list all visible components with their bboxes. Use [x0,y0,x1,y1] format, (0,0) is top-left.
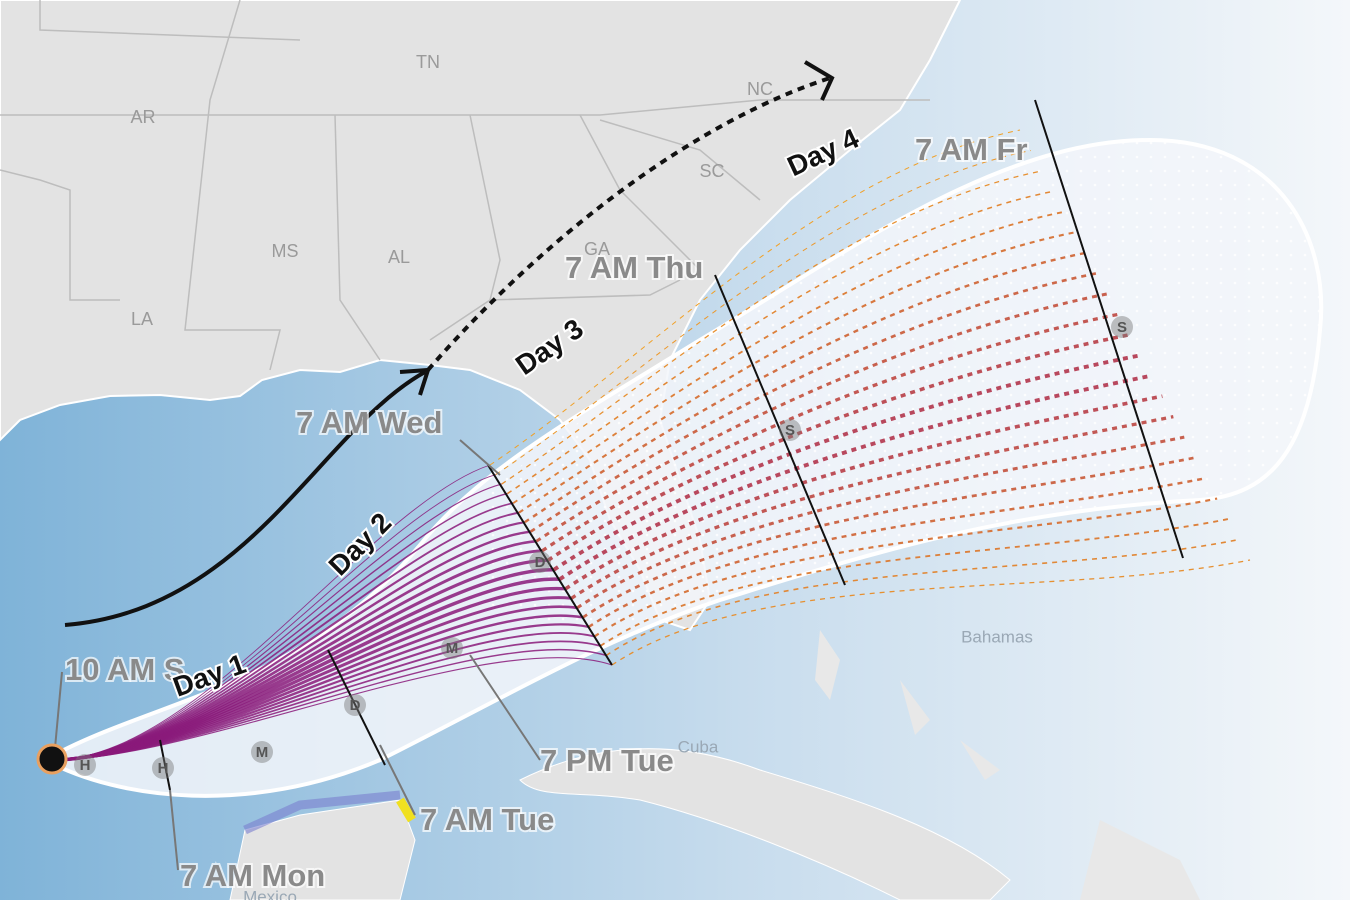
state-label: MS [272,241,299,261]
coast-warning-yellow [396,797,416,823]
place-label: Cuba [678,737,719,756]
time-label: 10 AM S [65,652,184,687]
time-label: 7 AM Fr [915,132,1028,167]
storm-marker [74,754,96,776]
storm-marker [779,419,801,441]
track-dashed [501,170,1043,485]
motion-arrow-dashed [426,76,831,372]
land-bahamas [815,630,1200,900]
state-label: TN [416,52,440,72]
storm-marker-label: D [350,697,361,714]
leader-lines [54,439,541,871]
storm-marker-label: M [446,640,459,657]
cone-dots [480,140,1322,627]
track-dashed [564,394,1163,591]
state-borders [0,0,930,371]
motion-arrowhead-dashed [803,60,835,101]
track-dashed [489,129,1021,466]
storm-marker [251,741,273,763]
storm-marker-label: S [1117,319,1127,336]
storm-position [36,743,68,775]
coast-warning [243,790,401,835]
state-label: GA [584,239,610,259]
track-solid [51,464,491,761]
track-dashed [495,149,1032,475]
storm-marker-label: D [535,554,546,571]
storm-marker [152,757,174,779]
time-label: 7 PM Tue [540,743,674,778]
track-dashed [611,559,1251,666]
track-dashed [552,353,1141,572]
track-dashed [518,231,1075,514]
track-dashed [541,312,1119,553]
motion-arrow [64,370,426,627]
storm-marker [344,694,366,716]
day-lines [159,99,1184,791]
state-label: AL [388,247,410,267]
track-dashed [524,251,1086,524]
time-label: 7 AM Wed [296,405,442,440]
storm-marker-label: S [785,422,795,439]
track-dashed [506,190,1054,495]
storm-marker [1111,316,1133,338]
time-label: 7 AM Mon [180,858,325,893]
track-dashed [529,272,1097,533]
ensemble-tracks [51,129,1251,762]
track-solid [51,657,613,761]
state-label: NC [747,79,773,99]
state-label: AR [130,107,155,127]
state-label: SC [699,161,724,181]
time-label: 7 AM Tue [420,802,554,837]
track-dashed [512,211,1064,504]
state-label: LA [131,309,153,329]
track-dashed [593,497,1218,638]
track-dashed [570,415,1174,600]
time-label: 7 AM Thu [565,250,703,285]
track-dashed [558,373,1152,581]
place-label: Bahamas [961,627,1033,646]
storm-marker [529,551,551,573]
storm-marker-label: M [256,744,269,761]
storm-marker [441,637,463,659]
land-cuba [519,748,1011,901]
track-dashed [605,538,1240,657]
storm-marker-label: H [80,757,91,774]
storm-marker-label: H [158,760,169,777]
track-dashed [535,292,1108,543]
track-dashed [547,333,1130,562]
